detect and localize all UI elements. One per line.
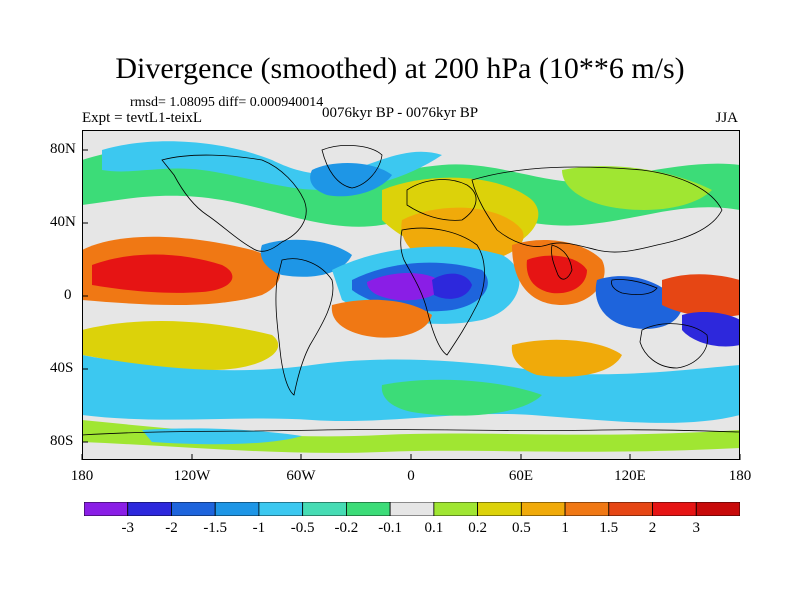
stats-text: rmsd= 1.08095 diff= 0.000940014 — [130, 95, 324, 110]
colorbar-swatch — [389, 502, 435, 516]
colorbar-label: 0.2 — [468, 520, 487, 536]
africa-coast — [400, 227, 485, 356]
contour-yellow-sio — [511, 339, 622, 377]
contour-blue-sw-pac — [682, 312, 740, 347]
contour-red-indian — [526, 255, 587, 294]
season-label: JJA — [715, 110, 738, 126]
x-label-180e: 180 — [728, 468, 752, 484]
contour-blue-eastpac — [260, 239, 352, 277]
colorbar-label: -3 — [121, 520, 134, 536]
australia-coast — [639, 323, 708, 369]
south-america-coast — [275, 258, 334, 396]
colorbar-swatch — [608, 502, 653, 516]
x-label-60w: 60W — [286, 468, 316, 484]
colorbar-label: -1 — [252, 520, 266, 536]
colorbar-label: -2 — [165, 520, 178, 536]
colorbar-label: -1.5 — [203, 520, 228, 536]
x-label-0: 0 — [407, 468, 415, 484]
europe-coast — [406, 179, 477, 221]
y-label-40s: 40S — [50, 360, 74, 376]
asia-coast — [471, 166, 723, 253]
y-label-0: 0 — [64, 287, 72, 303]
x-label-120w: 120W — [173, 468, 211, 484]
contour-blue-warm-pool — [595, 276, 682, 329]
greenland-coast — [321, 145, 383, 189]
colorbar-label: 0.5 — [511, 520, 531, 536]
colorbar-label: 1.5 — [599, 520, 619, 536]
colorbar-label: 0.1 — [424, 520, 444, 536]
colorbar-swatch — [695, 502, 740, 516]
colorbar-label: -0.5 — [290, 520, 315, 536]
experiment-label: Expt = tevtL1-teixL — [82, 110, 203, 126]
contour-red-pacific — [92, 254, 233, 293]
coastlines — [82, 145, 740, 436]
north-america-coast — [161, 154, 307, 252]
colorbar-swatch — [433, 502, 479, 516]
colorbar-label: -0.1 — [378, 520, 402, 536]
colorbar-label: 1 — [561, 520, 569, 536]
colorbar-swatch — [520, 502, 566, 516]
contour-green-south — [381, 379, 542, 416]
colorbar-swatch — [345, 502, 391, 516]
colorbar-swatch — [258, 502, 304, 516]
contour-yellow-south — [82, 320, 279, 370]
divergence-map — [82, 130, 740, 460]
colorbar-swatch — [84, 502, 129, 516]
colorbar-label: -0.2 — [334, 520, 359, 536]
period-label: 0076kyr BP - 0076kyr BP — [322, 105, 479, 121]
y-label-40n: 40N — [50, 214, 76, 230]
contour-purple-core — [367, 273, 443, 301]
colorbar-swatch — [127, 502, 172, 516]
y-label-80n: 80N — [50, 141, 76, 157]
colorbar — [84, 502, 740, 516]
contour-green-antarctic — [82, 420, 740, 453]
contour-orange-sam — [331, 299, 432, 338]
colorbar-label: 2 — [648, 520, 657, 536]
colorbar-swatch — [214, 502, 260, 516]
colorbar-swatch — [171, 502, 216, 516]
plot-title: Divergence (smoothed) at 200 hPa (10**6 … — [115, 52, 685, 85]
x-label-180w: 180 — [70, 468, 94, 484]
contour-purple-core2 — [432, 273, 472, 299]
y-label-80s: 80S — [50, 433, 74, 449]
colorbar-swatch — [652, 502, 697, 516]
contour-fill — [82, 141, 740, 453]
contour-orange-wp — [662, 274, 740, 317]
colorbar-label: 3 — [692, 520, 701, 536]
x-label-120e: 120E — [614, 468, 646, 484]
colorbar-swatch — [477, 502, 522, 516]
colorbar-swatch — [302, 502, 347, 516]
india-coast — [551, 244, 573, 280]
antarctica-coast — [82, 429, 740, 436]
x-label-60e: 60E — [508, 468, 534, 484]
maritime-continent — [611, 279, 658, 295]
contour-cyan-antarctic — [142, 428, 302, 445]
colorbar-swatch — [564, 502, 610, 516]
